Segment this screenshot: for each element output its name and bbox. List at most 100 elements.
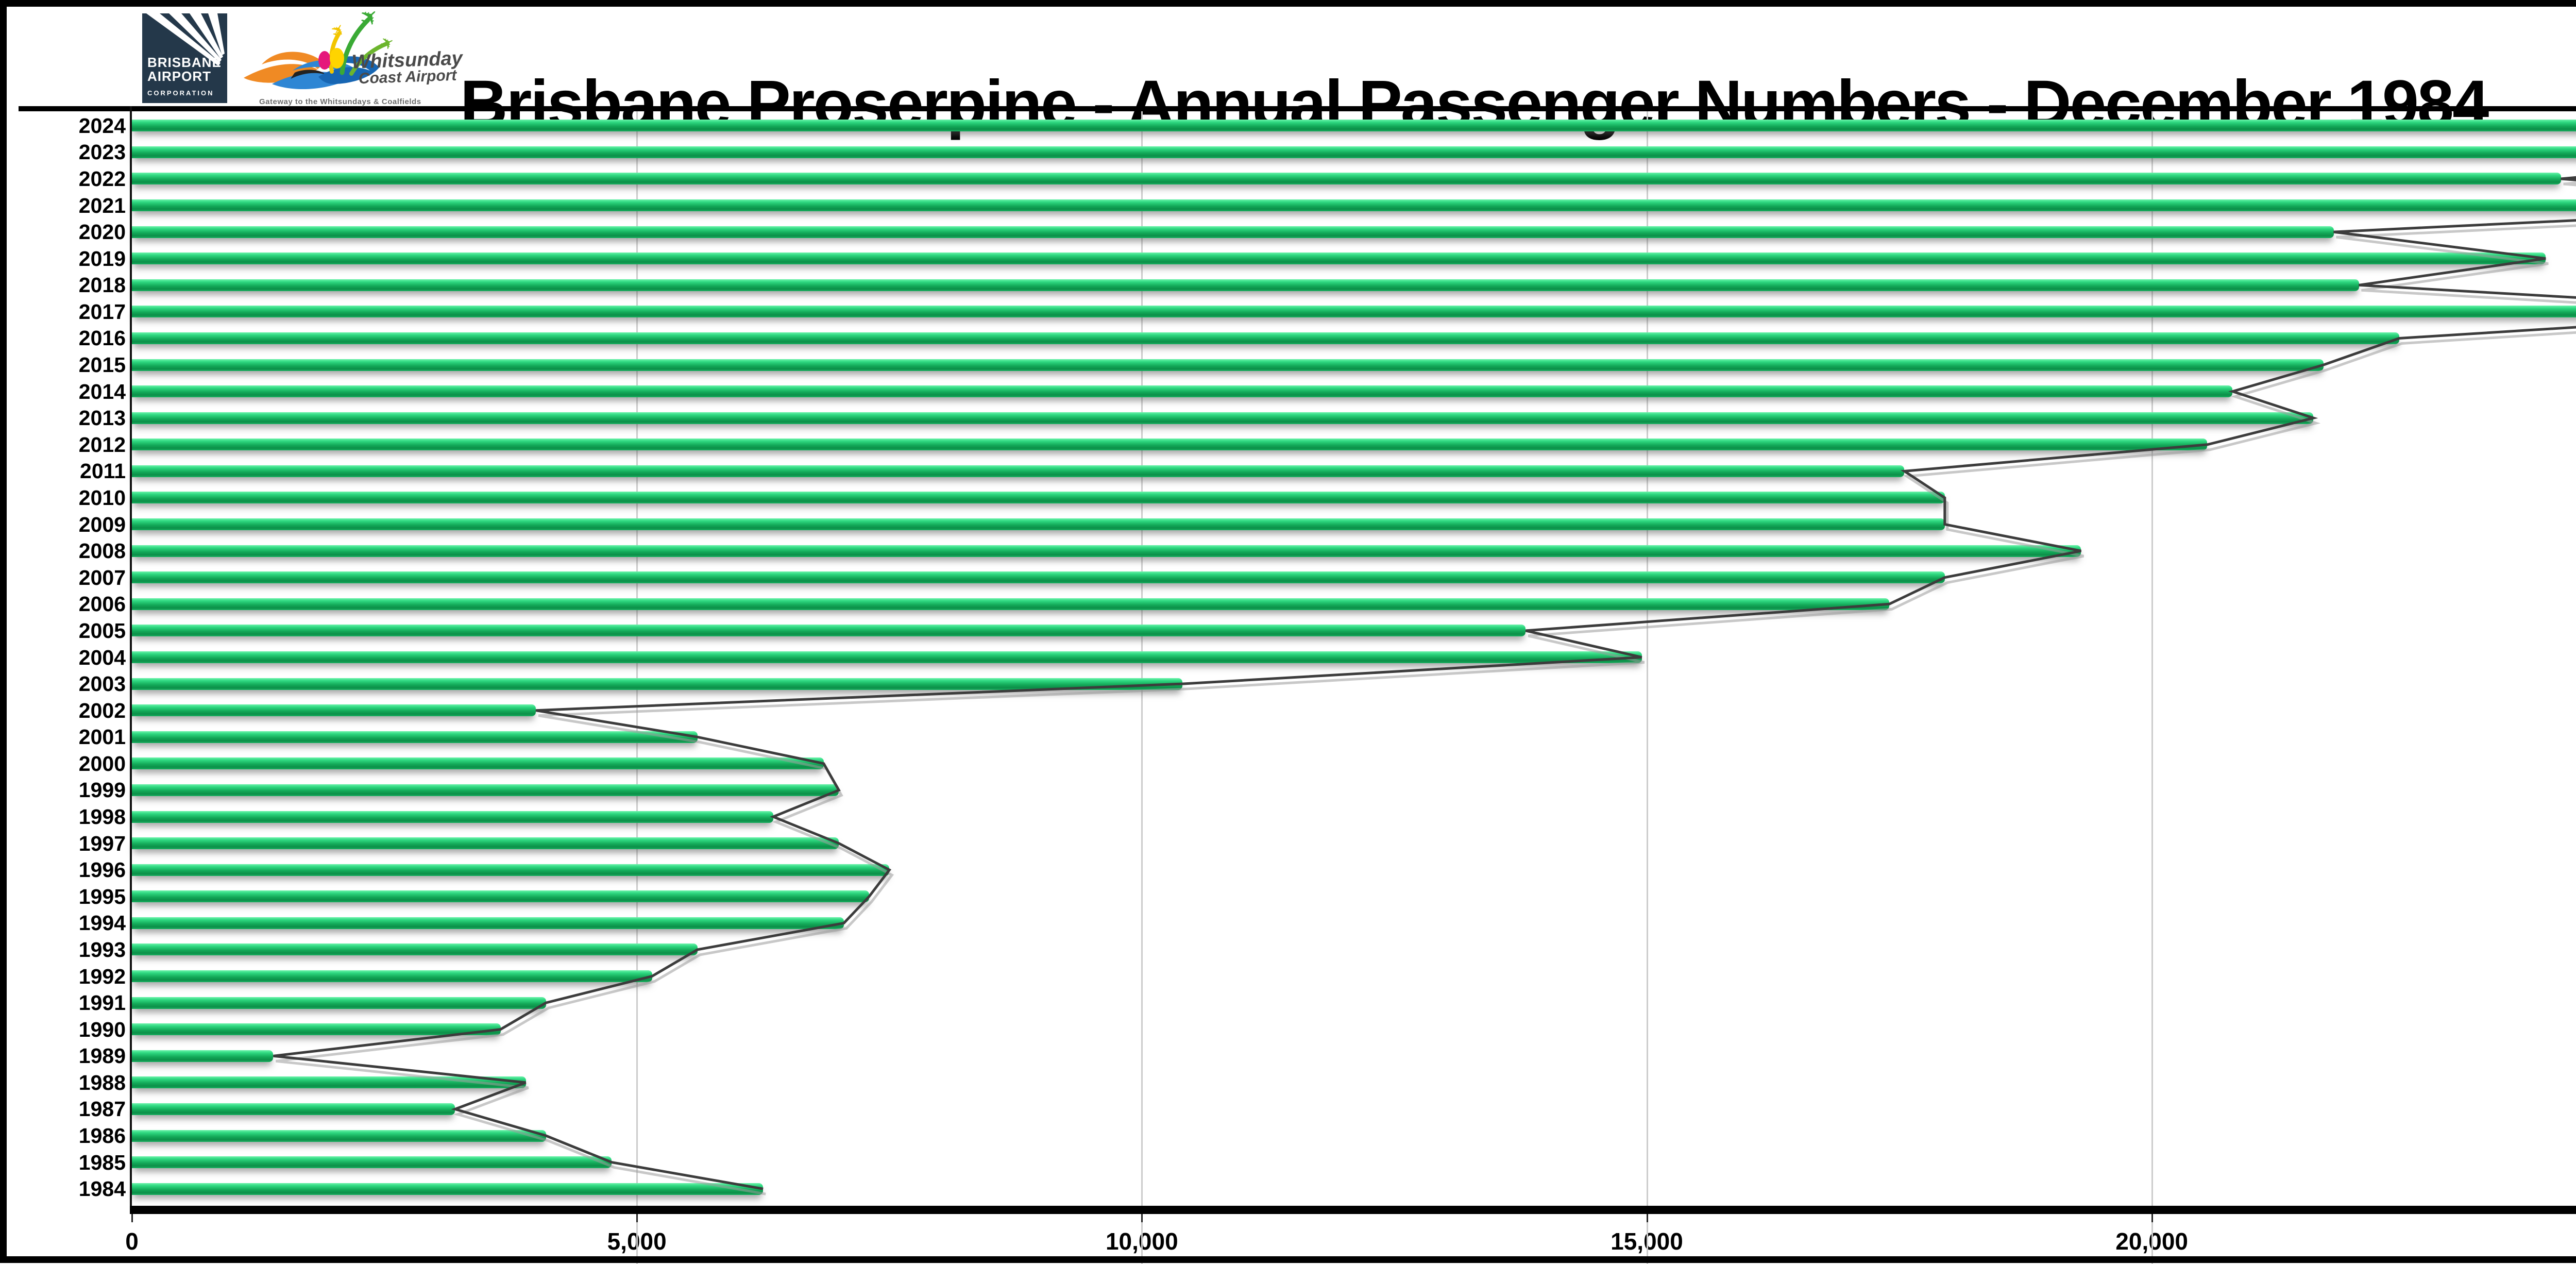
bar-1988 xyxy=(132,1076,526,1089)
wca-swoosh-icon: ✈ ✈ ✈ xyxy=(244,2,397,89)
bar-2004 xyxy=(132,651,1642,663)
y-axis-label-2008: 2008 xyxy=(78,539,126,563)
bar-1990 xyxy=(132,1023,501,1036)
y-axis-label-1999: 1999 xyxy=(78,778,126,802)
y-axis-label-2001: 2001 xyxy=(78,725,126,749)
bar-2010 xyxy=(132,492,1945,504)
y-axis-label-2017: 2017 xyxy=(78,299,126,324)
y-axis-label-2018: 2018 xyxy=(78,273,126,297)
bar-1996 xyxy=(132,864,890,876)
y-axis-label-1988: 1988 xyxy=(78,1070,126,1094)
y-axis-label-1987: 1987 xyxy=(78,1097,126,1121)
y-axis-label-1986: 1986 xyxy=(78,1124,126,1148)
y-axis-label-2005: 2005 xyxy=(78,618,126,643)
y-axis-label-2003: 2003 xyxy=(78,672,126,696)
x-axis-tick xyxy=(131,1214,133,1222)
bar-2013 xyxy=(132,412,2314,424)
y-axis-label-2004: 2004 xyxy=(78,645,126,669)
bar-2020 xyxy=(132,226,2334,238)
bar-1995 xyxy=(132,890,870,903)
bar-1993 xyxy=(132,943,698,956)
bar-1985 xyxy=(132,1156,612,1169)
bar-2001 xyxy=(132,731,698,743)
bar-2024 xyxy=(132,120,2576,132)
wca-logo-tagline: Gateway to the Whitsundays & Coalfields xyxy=(259,97,421,106)
y-axis-label-2023: 2023 xyxy=(78,140,126,164)
bar-1994 xyxy=(132,917,844,929)
bar-2008 xyxy=(132,545,2081,557)
y-axis-label-2022: 2022 xyxy=(78,166,126,191)
y-axis-label-1993: 1993 xyxy=(78,937,126,962)
x-axis-line xyxy=(130,1206,2576,1214)
y-axis-label-2014: 2014 xyxy=(78,379,126,403)
y-axis-label-2007: 2007 xyxy=(78,565,126,589)
bar-1997 xyxy=(132,837,839,850)
plot-top-border xyxy=(19,106,2576,111)
bar-2006 xyxy=(132,598,1889,610)
gridline-15000 xyxy=(1646,111,1648,1264)
y-axis-label-2009: 2009 xyxy=(78,512,126,536)
y-axis-label-2020: 2020 xyxy=(78,220,126,244)
bar-2015 xyxy=(132,359,2324,371)
y-axis-label-1998: 1998 xyxy=(78,805,126,829)
y-axis-label-1990: 1990 xyxy=(78,1017,126,1041)
brisbane-airport-logo: BRISBANE AIRPORT CORPORATION xyxy=(142,13,227,103)
bar-1992 xyxy=(132,970,652,983)
bar-2012 xyxy=(132,439,2208,451)
bar-2023 xyxy=(132,146,2576,158)
bar-2005 xyxy=(132,625,1526,637)
y-axis-label-2006: 2006 xyxy=(78,592,126,616)
y-axis-label-2019: 2019 xyxy=(78,246,126,271)
bac-stripes-icon xyxy=(146,13,225,66)
bar-2019 xyxy=(132,252,2546,265)
bar-2022 xyxy=(132,173,2561,185)
y-axis-label-2000: 2000 xyxy=(78,751,126,776)
y-axis-label-2015: 2015 xyxy=(78,353,126,377)
connector-line xyxy=(273,176,2576,1190)
y-axis-label-2012: 2012 xyxy=(78,432,126,457)
bar-1987 xyxy=(132,1103,455,1115)
y-axis-label-2024: 2024 xyxy=(78,113,126,138)
y-axis-label-1995: 1995 xyxy=(78,884,126,908)
bar-2021 xyxy=(132,199,2576,212)
bar-2003 xyxy=(132,678,1182,690)
bar-2014 xyxy=(132,385,2233,398)
bar-1999 xyxy=(132,784,839,796)
y-axis-label-2011: 2011 xyxy=(80,459,126,483)
bac-logo-corporation: CORPORATION xyxy=(147,89,214,97)
y-axis-label-1997: 1997 xyxy=(78,831,126,855)
x-axis-tick xyxy=(1141,1214,1143,1222)
bar-2018 xyxy=(132,279,2359,291)
y-axis-label-1985: 1985 xyxy=(78,1150,126,1174)
y-axis-label-1996: 1996 xyxy=(78,858,126,882)
bar-2009 xyxy=(132,518,1945,531)
y-axis-label-1991: 1991 xyxy=(78,991,126,1015)
x-axis-tick xyxy=(2151,1214,2153,1222)
bar-2000 xyxy=(132,757,824,770)
bar-2017 xyxy=(132,306,2576,318)
bar-1998 xyxy=(132,811,773,823)
y-axis-label-2021: 2021 xyxy=(78,193,126,217)
x-axis-tick xyxy=(636,1214,638,1222)
y-axis-label-1989: 1989 xyxy=(78,1044,126,1068)
x-axis-tick xyxy=(1646,1214,1648,1222)
whitsunday-coast-airport-logo: ✈ ✈ ✈ Whitsunday Coast Airport Gateway t… xyxy=(241,2,463,108)
y-axis-line xyxy=(130,106,132,1214)
y-axis-label-1992: 1992 xyxy=(78,964,126,988)
bar-1984 xyxy=(132,1183,764,1195)
connector-line-shadow xyxy=(276,181,2576,1195)
bar-2007 xyxy=(132,571,1945,584)
bar-1989 xyxy=(132,1050,274,1062)
y-axis-label-1994: 1994 xyxy=(78,911,126,935)
bar-1986 xyxy=(132,1130,546,1142)
bac-logo-text: BRISBANE AIRPORT xyxy=(147,55,222,84)
bar-2011 xyxy=(132,465,1905,477)
y-axis-label-2002: 2002 xyxy=(78,698,126,722)
y-axis-label-2010: 2010 xyxy=(78,485,126,510)
gridline-20000 xyxy=(2151,111,2153,1264)
x-axis-tick-label: 0 xyxy=(125,1228,139,1255)
bar-2002 xyxy=(132,704,536,717)
bar-1991 xyxy=(132,997,546,1009)
y-axis-label-2016: 2016 xyxy=(78,326,126,350)
